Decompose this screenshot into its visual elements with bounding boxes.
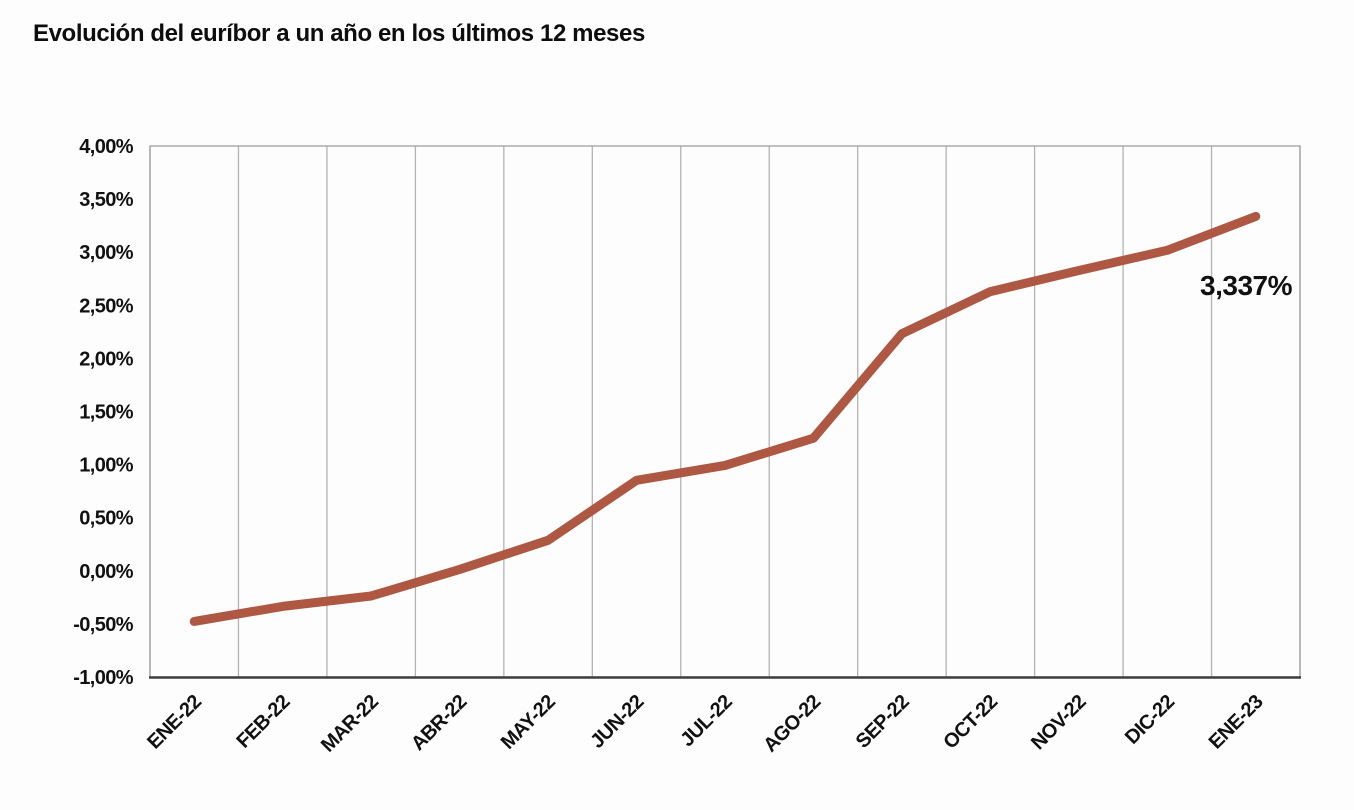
y-tick-label: 1,50% <box>79 402 134 424</box>
last-value-annotation: 3,337% <box>1200 270 1292 301</box>
x-tick-label: SEP-22 <box>852 691 914 753</box>
x-tick-label: MAR-22 <box>317 691 383 757</box>
y-tick-label: 0,00% <box>79 561 134 583</box>
chart-title: Evolución del euríbor a un año en los úl… <box>33 20 645 47</box>
y-tick-label: 2,00% <box>79 348 134 370</box>
y-tick-label: 2,50% <box>79 295 134 317</box>
y-tick-label: 3,50% <box>79 189 134 211</box>
y-tick-label: 0,50% <box>79 508 134 530</box>
x-tick-label: DIC-22 <box>1121 691 1179 749</box>
y-tick-label: -1,00% <box>73 667 134 689</box>
y-tick-label: 4,00% <box>79 136 134 158</box>
x-tick-label: JUN-22 <box>586 691 648 753</box>
y-tick-label: 1,00% <box>79 455 134 477</box>
y-tick-label: 3,00% <box>79 242 134 264</box>
x-tick-label: ABR-22 <box>407 691 471 755</box>
x-tick-label: AGO-22 <box>759 691 825 757</box>
euribor-series-line <box>189 211 1261 626</box>
y-tick-label: -0,50% <box>73 614 134 636</box>
x-tick-label: OCT-22 <box>939 691 1002 754</box>
x-tick-label: FEB-22 <box>232 691 294 753</box>
x-tick-label: JUL-22 <box>676 691 737 752</box>
x-tick-label: NOV-22 <box>1027 691 1091 755</box>
x-tick-label: ENE-23 <box>1205 691 1268 754</box>
x-tick-label: ENE-22 <box>143 691 206 754</box>
x-tick-label: MAY-22 <box>497 691 560 754</box>
